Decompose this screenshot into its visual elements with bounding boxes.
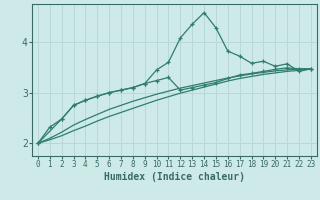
X-axis label: Humidex (Indice chaleur): Humidex (Indice chaleur) [104, 172, 245, 182]
